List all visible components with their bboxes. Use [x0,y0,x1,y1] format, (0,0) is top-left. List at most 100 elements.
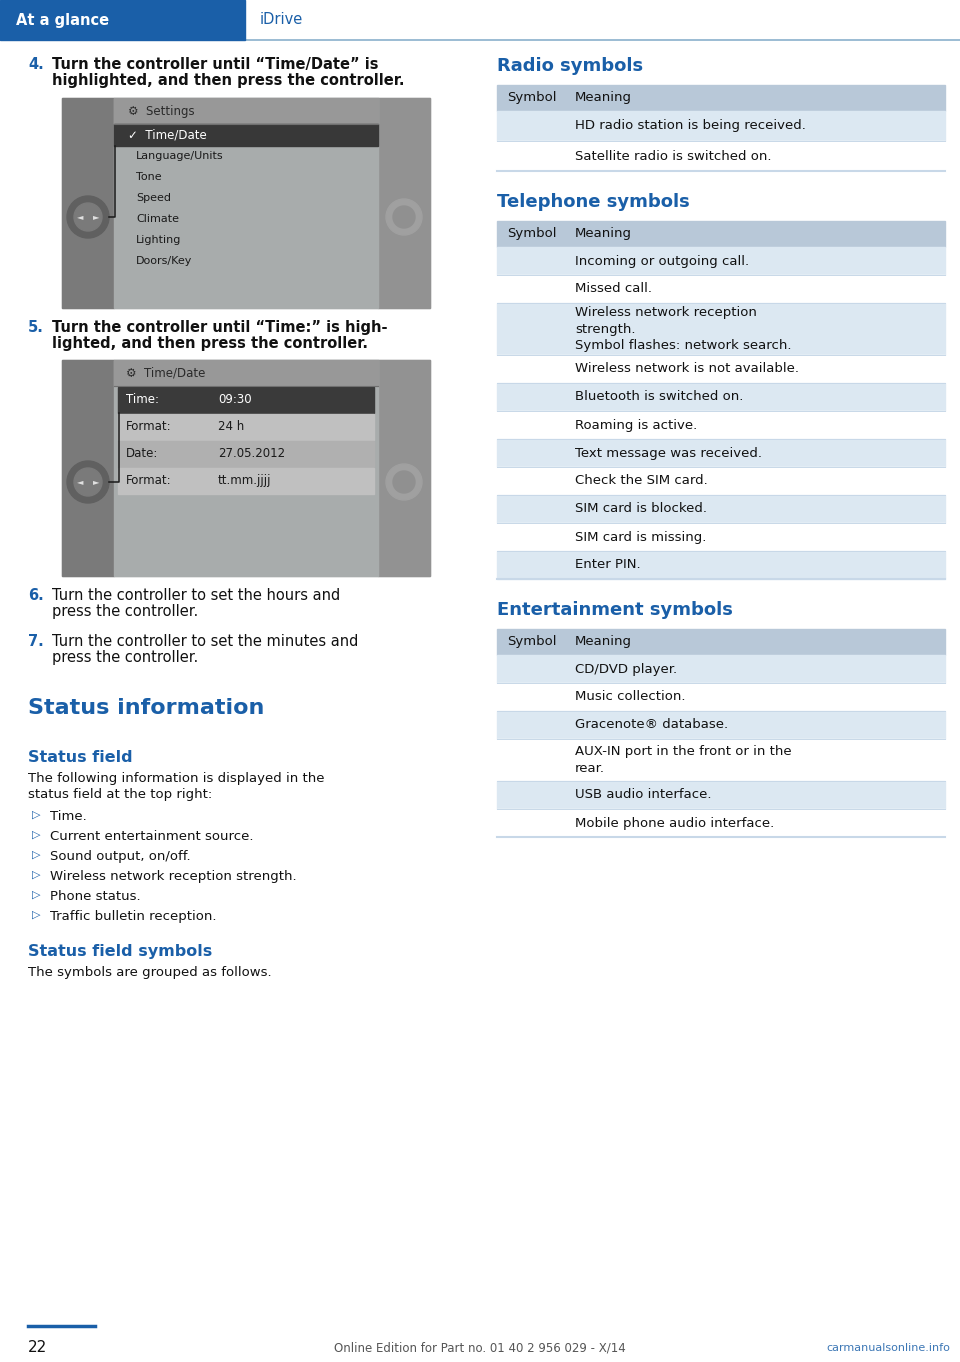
Text: Sound output, on/off.: Sound output, on/off. [50,850,191,864]
Text: Radio symbols: Radio symbols [497,57,643,75]
Text: Wireless network reception
strength.
Symbol flashes: network search.: Wireless network reception strength. Sym… [575,306,791,351]
Text: Entertainment symbols: Entertainment symbols [497,601,732,618]
Bar [114,360,378,385]
Text: ⚙  Time/Date: ⚙ Time/Date [126,366,205,380]
Bar [62,360,114,576]
Text: status field at the top right:: status field at the top right: [28,789,212,801]
Text: ▷: ▷ [32,850,40,859]
Bar [497,809,945,838]
Text: Status field: Status field [28,750,132,765]
Text: Missed call.: Missed call. [575,282,652,296]
Text: Roaming is active.: Roaming is active. [575,418,697,432]
Text: Meaning: Meaning [575,636,632,648]
Bar [497,682,945,711]
Text: Music collection.: Music collection. [575,691,685,704]
Text: Meaning: Meaning [575,227,632,241]
Text: Symbol: Symbol [507,227,557,241]
Text: 7.: 7. [28,633,44,650]
Text: Language/Units: Language/Units [136,151,224,161]
Text: Mobile phone audio interface.: Mobile phone audio interface. [575,816,775,829]
Bar [497,247,945,275]
Bar [114,124,378,146]
Bar [497,552,945,579]
Text: Telephone symbols: Telephone symbols [497,193,689,211]
Text: ⚙  Settings: ⚙ Settings [128,105,195,117]
Text: ▷: ▷ [32,910,40,919]
Text: ✓  Time/Date: ✓ Time/Date [128,128,206,142]
Circle shape [74,469,102,496]
Text: 22: 22 [28,1340,47,1355]
Text: ▷: ▷ [32,889,40,900]
Text: SIM card is missing.: SIM card is missing. [575,531,707,543]
Bar [497,383,945,411]
Text: Symbol: Symbol [507,91,557,105]
Text: Turn the controller until “Time:” is high-: Turn the controller until “Time:” is hig… [52,320,388,335]
Circle shape [67,460,109,503]
Bar [378,360,430,576]
Bar [497,711,945,740]
Bar [62,98,114,308]
Text: Gracenote® database.: Gracenote® database. [575,719,728,731]
Text: iDrive: iDrive [260,12,303,27]
Bar [118,414,374,440]
Text: The following information is displayed in the: The following information is displayed i… [28,772,324,785]
Text: 27.05.2012: 27.05.2012 [218,447,285,460]
Text: Tone: Tone [136,172,161,183]
Bar [497,142,945,172]
Text: highlighted, and then press the controller.: highlighted, and then press the controll… [52,74,404,89]
Bar [497,629,945,655]
Text: Speed: Speed [136,193,171,203]
Text: Online Edition for Part no. 01 40 2 956 029 - X/14: Online Edition for Part no. 01 40 2 956 … [334,1342,626,1354]
Text: Status field symbols: Status field symbols [28,944,212,959]
Text: Meaning: Meaning [575,91,632,105]
Bar [497,275,945,302]
Text: Turn the controller until “Time/Date” is: Turn the controller until “Time/Date” is [52,57,378,72]
Bar [497,110,945,142]
Bar [497,740,945,780]
Text: Lighting: Lighting [136,236,181,245]
Circle shape [386,199,422,236]
Text: Current entertainment source.: Current entertainment source. [50,829,253,843]
Text: Check the SIM card.: Check the SIM card. [575,474,708,488]
Bar [497,84,945,110]
Text: Climate: Climate [136,214,179,223]
Bar [114,98,378,308]
Bar [497,467,945,494]
Text: carmanualsonline.info: carmanualsonline.info [827,1343,950,1352]
Text: Traffic bulletin reception.: Traffic bulletin reception. [50,910,217,923]
Bar [497,494,945,523]
Text: CD/DVD player.: CD/DVD player. [575,662,677,676]
Text: lighted, and then press the controller.: lighted, and then press the controller. [52,336,368,351]
Text: Phone status.: Phone status. [50,889,140,903]
Text: AUX-IN port in the front or in the
rear.: AUX-IN port in the front or in the rear. [575,745,792,775]
Text: Turn the controller to set the minutes and: Turn the controller to set the minutes a… [52,633,358,650]
Text: ▷: ▷ [32,810,40,820]
Bar [497,439,945,467]
Text: ►: ► [93,212,99,222]
Text: ▷: ▷ [32,829,40,840]
Bar [62,360,430,576]
Bar [497,355,945,383]
Text: Incoming or outgoing call.: Incoming or outgoing call. [575,255,749,267]
Bar [497,221,945,247]
Text: Bluetooth is switched on.: Bluetooth is switched on. [575,391,743,403]
Text: At a glance: At a glance [16,12,109,27]
Text: Turn the controller to set the hours and: Turn the controller to set the hours and [52,588,340,603]
Circle shape [74,203,102,232]
Bar [118,441,374,467]
Text: ◄: ◄ [77,212,84,222]
Text: USB audio interface.: USB audio interface. [575,789,711,801]
Text: 6.: 6. [28,588,44,603]
Bar [114,98,378,124]
Text: Enter PIN.: Enter PIN. [575,558,640,572]
Text: Status information: Status information [28,697,264,718]
Bar [62,98,430,308]
Text: Wireless network reception strength.: Wireless network reception strength. [50,870,297,883]
Text: ◄: ◄ [77,478,84,486]
Text: Wireless network is not available.: Wireless network is not available. [575,362,799,376]
Text: ►: ► [93,478,99,486]
Text: Format:: Format: [126,474,172,488]
Text: ▷: ▷ [32,870,40,880]
Circle shape [393,206,415,227]
Text: 24 h: 24 h [218,419,244,433]
